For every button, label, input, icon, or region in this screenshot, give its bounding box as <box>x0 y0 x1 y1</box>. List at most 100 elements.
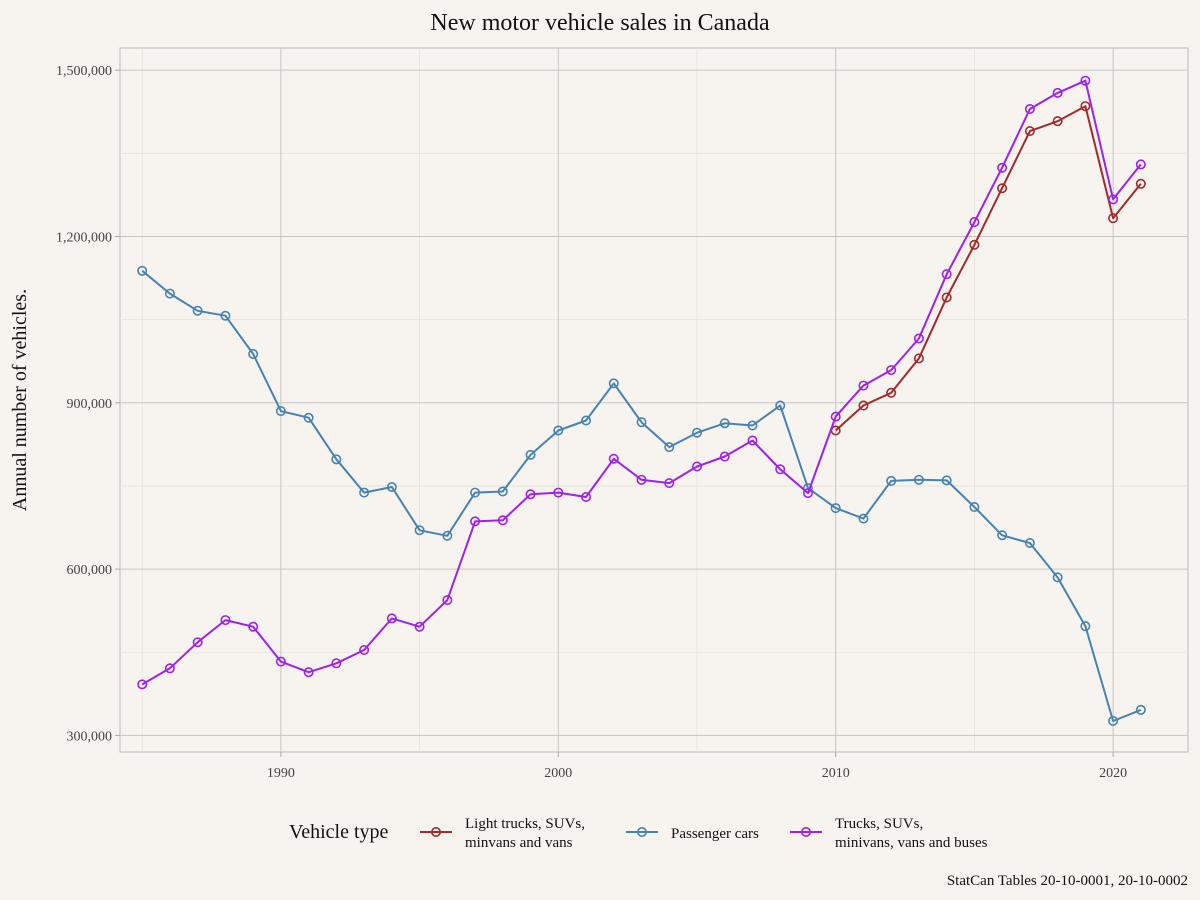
legend-key-point <box>800 826 811 837</box>
data-point <box>359 645 370 656</box>
x-axis: 1990 2000 2010 2020 <box>267 752 1127 781</box>
data-point <box>969 239 980 250</box>
series-3 <box>137 75 1146 690</box>
data-point <box>386 613 397 624</box>
data-point <box>1108 194 1119 205</box>
data-point <box>164 288 175 299</box>
x-tick-label: 2010 <box>822 766 850 781</box>
data-point <box>997 183 1008 194</box>
data-point <box>1135 178 1146 189</box>
data-point <box>1024 103 1035 114</box>
data-point <box>275 656 286 667</box>
y-tick-label: 1,500,000 <box>56 64 112 79</box>
data-point <box>913 474 924 485</box>
data-point <box>248 621 259 632</box>
data-point <box>525 449 536 460</box>
legend-title: Vehicle type <box>289 821 389 843</box>
data-point <box>747 420 758 431</box>
data-point <box>220 615 231 626</box>
data-point <box>997 530 1008 541</box>
data-point <box>636 474 647 485</box>
data-point <box>858 400 869 411</box>
data-point <box>858 380 869 391</box>
data-point <box>359 487 370 498</box>
x-tick-label: 2020 <box>1099 766 1127 781</box>
data-point <box>1080 621 1091 632</box>
data-point <box>664 442 675 453</box>
data-point <box>442 595 453 606</box>
data-point <box>553 425 564 436</box>
data-point <box>497 486 508 497</box>
data-point <box>775 464 786 475</box>
data-point <box>747 435 758 446</box>
data-point <box>719 451 730 462</box>
data-point <box>691 461 702 472</box>
data-point <box>1080 101 1091 112</box>
y-tick-label: 300,000 <box>67 729 113 744</box>
data-point <box>969 501 980 512</box>
legend-item: Light trucks, SUVs, minvans and vans <box>420 816 585 851</box>
data-point <box>830 503 841 514</box>
data-point <box>137 679 148 690</box>
data-point <box>1024 126 1035 137</box>
x-tick-label: 1990 <box>267 766 295 781</box>
data-point <box>248 348 259 359</box>
data-point <box>164 663 175 674</box>
data-point <box>275 406 286 417</box>
series-layer <box>137 75 1146 726</box>
data-point <box>886 475 897 486</box>
data-point <box>802 488 813 499</box>
y-tick-label: 900,000 <box>67 397 113 412</box>
data-point <box>414 621 425 632</box>
data-point <box>636 417 647 428</box>
data-point <box>192 305 203 316</box>
data-point <box>331 454 342 465</box>
data-point <box>1052 572 1063 583</box>
x-tick-label: 2000 <box>544 766 572 781</box>
data-point <box>1108 715 1119 726</box>
series-1 <box>830 101 1146 436</box>
y-axis-label: Annual number of vehicles. <box>9 289 31 511</box>
chart-title: New motor vehicle sales in Canada <box>430 10 770 36</box>
legend-label: Light trucks, SUVs, <box>465 816 585 832</box>
legend-item: Passenger cars <box>626 826 759 842</box>
data-point <box>1135 159 1146 170</box>
data-point <box>775 400 786 411</box>
data-point <box>997 162 1008 173</box>
data-point <box>414 525 425 536</box>
data-point <box>1080 75 1091 86</box>
data-point <box>442 530 453 541</box>
legend-key-point <box>636 826 647 837</box>
data-point <box>581 415 592 426</box>
data-point <box>913 333 924 344</box>
data-point <box>303 412 314 423</box>
data-point <box>137 265 148 276</box>
legend-label: Passenger cars <box>671 826 759 842</box>
series-line <box>141 270 1142 722</box>
data-point <box>608 378 619 389</box>
data-point <box>830 411 841 422</box>
data-point <box>192 637 203 648</box>
data-point <box>470 487 481 498</box>
data-point <box>303 667 314 678</box>
chart-caption: StatCan Tables 20-10-0001, 20-10-0002 <box>947 873 1188 889</box>
data-point <box>691 427 702 438</box>
data-point <box>1052 87 1063 98</box>
plot-panel <box>119 47 1189 753</box>
data-point <box>525 489 536 500</box>
data-point <box>331 658 342 669</box>
data-point <box>913 353 924 364</box>
grid <box>120 48 1188 752</box>
legend-key-point <box>430 826 441 837</box>
data-point <box>386 482 397 493</box>
data-point <box>941 269 952 280</box>
y-axis: 300,000 600,000 900,000 1,200,000 1,500,000 <box>56 64 120 744</box>
data-point <box>664 478 675 489</box>
data-point <box>470 516 481 527</box>
data-point <box>719 418 730 429</box>
legend-label: minvans and vans <box>465 835 573 851</box>
data-point <box>1052 116 1063 127</box>
data-point <box>553 487 564 498</box>
y-tick-label: 1,200,000 <box>56 230 112 245</box>
